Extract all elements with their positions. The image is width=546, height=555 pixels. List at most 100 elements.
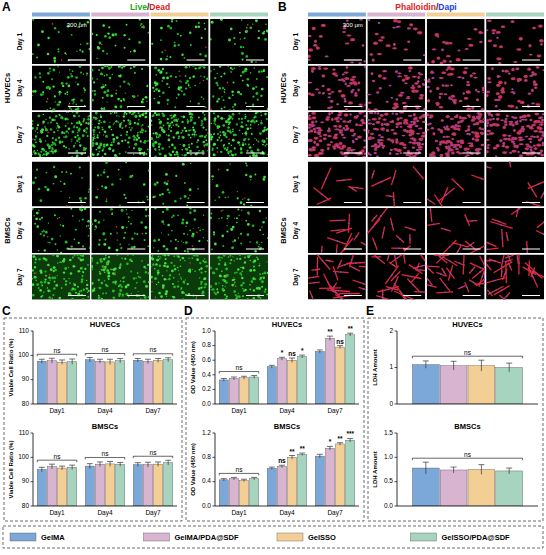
cell-dot (32, 53, 34, 55)
cell-dot (145, 153, 147, 155)
cell-dot (240, 201, 243, 204)
day-label: Day 4 (16, 79, 24, 97)
cell-dot (83, 120, 84, 121)
scale-bar (127, 106, 145, 107)
cell-dot (203, 278, 206, 281)
cell-dot (139, 18, 141, 20)
cell-dot (90, 260, 93, 263)
cell-dot (233, 109, 235, 111)
cell-dot (124, 34, 126, 36)
cell-dot (70, 208, 72, 210)
cell-dot (227, 147, 229, 149)
cell-dot (173, 136, 175, 138)
cell-dot (111, 129, 113, 131)
cell-dot (112, 134, 115, 137)
cell-dot (41, 284, 43, 286)
cell-dot (37, 114, 40, 117)
cell-dot (118, 267, 121, 270)
cell-dot (176, 97, 178, 99)
cell-dot (156, 259, 159, 262)
cell-dot (148, 109, 150, 111)
cell-dot (182, 298, 184, 300)
cell-dot (171, 118, 172, 119)
cell-dot (257, 99, 259, 101)
cell-dot (91, 124, 92, 125)
cell-dot (194, 85, 196, 87)
scale-bar (68, 248, 86, 249)
cell-dot (107, 176, 109, 178)
cell-dot (232, 256, 233, 257)
cell-dot (257, 141, 259, 143)
cell-dot (129, 122, 131, 124)
cell-dot (131, 238, 133, 240)
cell-dot (261, 70, 263, 72)
title-part: Dead (149, 2, 170, 12)
cell-dot (163, 223, 164, 224)
cell-dot (212, 179, 213, 180)
cell-dot (132, 112, 135, 115)
scale-bar (246, 152, 264, 153)
cell-dot (110, 144, 113, 147)
cell-dot (215, 293, 217, 295)
cell-dot (68, 278, 69, 279)
cell-dot (123, 80, 126, 83)
cell-dot (80, 123, 83, 126)
cell-dot (181, 121, 183, 123)
dead-dot (66, 205, 68, 207)
cell-dot (86, 226, 87, 227)
cell-dot (267, 237, 269, 239)
cell-dot (150, 276, 153, 279)
cell-dot (123, 281, 125, 283)
cell-dot (163, 114, 164, 115)
cell-dot (213, 144, 215, 146)
cell-dot (224, 294, 226, 296)
cell-dot (68, 148, 69, 149)
cell-dot (32, 294, 35, 297)
cell-dot (49, 88, 51, 90)
cell-dot (64, 267, 67, 270)
cell-dot (47, 72, 50, 75)
cell-dot (245, 124, 247, 126)
cell-dot (233, 290, 236, 293)
cell-dot (211, 249, 213, 251)
cell-dot (253, 144, 254, 145)
cell-dot (104, 186, 107, 189)
cell-dot (124, 258, 126, 260)
cell-dot (261, 114, 263, 116)
cell-dot (129, 259, 132, 262)
cell-dot (237, 141, 240, 144)
cell-dot (182, 116, 185, 119)
cell-dot (61, 171, 63, 173)
cell-dot (190, 153, 192, 155)
cell-dot (237, 91, 240, 94)
panel-title: Live/Dead (130, 2, 170, 12)
cell-dot (245, 138, 247, 140)
cell-dot (231, 118, 233, 120)
cell-dot (230, 71, 232, 73)
cell-dot (71, 289, 73, 291)
dead-dot (189, 194, 191, 196)
scale-bar (246, 202, 264, 203)
cell-dot (242, 80, 244, 82)
cell-dot (53, 166, 55, 168)
cell-dot (177, 33, 179, 35)
micrograph-bg (151, 208, 209, 253)
cell-dot (256, 78, 258, 80)
cell-dot (72, 70, 74, 72)
cell-dot (86, 280, 87, 281)
cell-dot (65, 280, 67, 282)
cell-dot (201, 37, 203, 39)
cell-dot (43, 149, 45, 151)
cell-dot (50, 291, 51, 292)
scale-bar (68, 59, 86, 60)
cell-dot (165, 58, 168, 61)
cell-dot (240, 125, 242, 127)
cell-dot (180, 86, 183, 89)
cell-dot (128, 221, 129, 222)
cell-dot (107, 269, 110, 272)
cell-dot (105, 257, 107, 259)
cell-dot (98, 221, 101, 224)
cell-dot (121, 127, 123, 129)
cell-dot (223, 275, 226, 278)
dead-dot (68, 104, 70, 106)
